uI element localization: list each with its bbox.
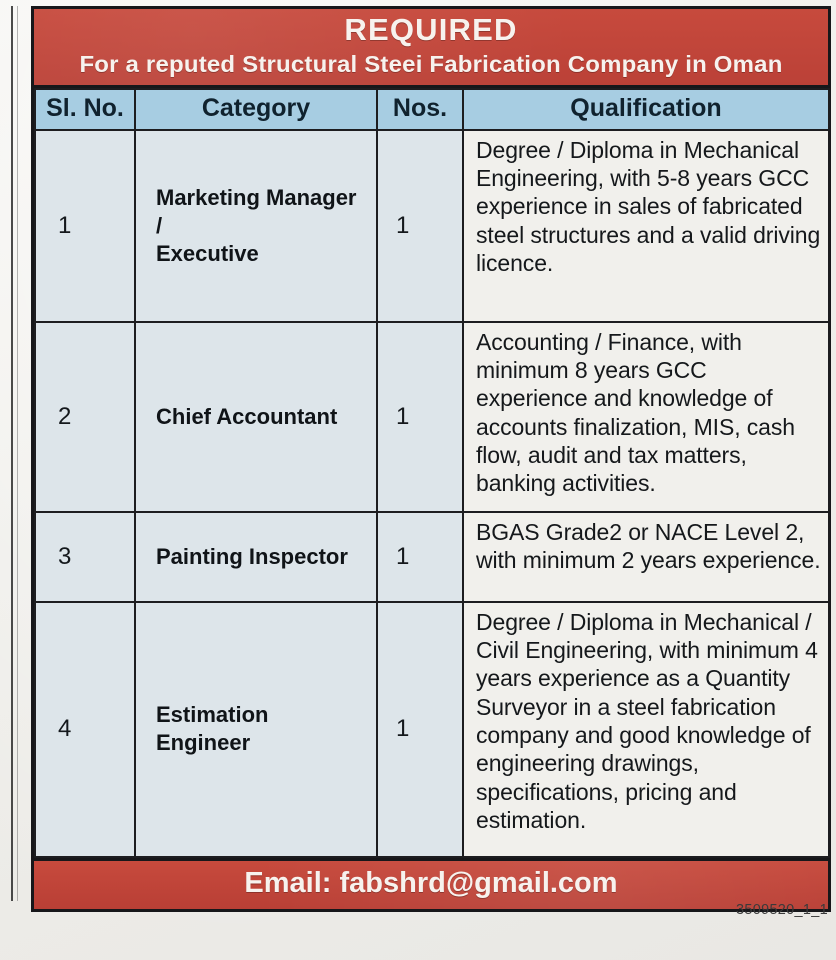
advert-banner: REQUIRED For a reputed Structural Steei … bbox=[34, 9, 828, 88]
cell-category: Estimation Engineer bbox=[134, 600, 378, 858]
cell-nos: 1 bbox=[376, 320, 464, 513]
newspaper-column-rule-secondary bbox=[17, 6, 18, 901]
newspaper-column-rule bbox=[11, 6, 13, 901]
cell-category: Marketing Manager / Executive bbox=[134, 128, 378, 323]
table-row: 1 Marketing Manager / Executive 1 Degree… bbox=[34, 128, 830, 323]
cell-sl-no: 2 bbox=[34, 320, 136, 513]
cell-nos: 1 bbox=[376, 510, 464, 603]
cell-qualification: Degree / Diploma in Mechanical / Civil E… bbox=[462, 600, 830, 858]
vacancies-table: Sl. No. Category Nos. Qualification 1 Ma… bbox=[34, 87, 830, 858]
category-line-1: Estimation Engineer bbox=[156, 702, 269, 756]
cell-sl-no: 4 bbox=[34, 600, 136, 858]
table-row: 2 Chief Accountant 1 Accounting / Financ… bbox=[34, 320, 830, 513]
table-row: 4 Estimation Engineer 1 Degree / Diploma… bbox=[34, 600, 830, 858]
cell-qualification: Accounting / Finance, with minimum 8 yea… bbox=[462, 320, 830, 513]
cell-sl-no: 1 bbox=[34, 128, 136, 323]
column-header-category: Category bbox=[134, 87, 378, 131]
contact-email-bar[interactable]: Email: fabshrd@gmail.com bbox=[34, 857, 828, 909]
banner-subtitle: For a reputed Structural Steei Fabricati… bbox=[79, 50, 783, 77]
cell-qualification: BGAS Grade2 or NACE Level 2, with minimu… bbox=[462, 510, 830, 603]
category-line-2: Executive bbox=[156, 240, 259, 266]
table-row: 3 Painting Inspector 1 BGAS Grade2 or NA… bbox=[34, 510, 830, 603]
cell-sl-no: 3 bbox=[34, 510, 136, 603]
banner-title: REQUIRED bbox=[344, 12, 518, 47]
column-header-qualification: Qualification bbox=[462, 87, 830, 131]
category-line-1: Chief Accountant bbox=[156, 403, 338, 429]
column-header-nos: Nos. bbox=[376, 87, 464, 131]
category-line-1: Marketing Manager / bbox=[156, 184, 357, 238]
job-advertisement: REQUIRED For a reputed Structural Steei … bbox=[31, 6, 831, 912]
cell-nos: 1 bbox=[376, 600, 464, 858]
category-line-1: Painting Inspector bbox=[156, 543, 348, 569]
column-header-sl-no: Sl. No. bbox=[34, 87, 136, 131]
cell-nos: 1 bbox=[376, 128, 464, 323]
table-header-row: Sl. No. Category Nos. Qualification bbox=[34, 87, 830, 131]
cell-category: Chief Accountant bbox=[134, 320, 378, 513]
cell-category: Painting Inspector bbox=[134, 510, 378, 603]
advert-reference-code: 3509520_1_1 bbox=[735, 902, 828, 918]
cell-qualification: Degree / Diploma in Mechanical Engineeri… bbox=[462, 128, 830, 323]
